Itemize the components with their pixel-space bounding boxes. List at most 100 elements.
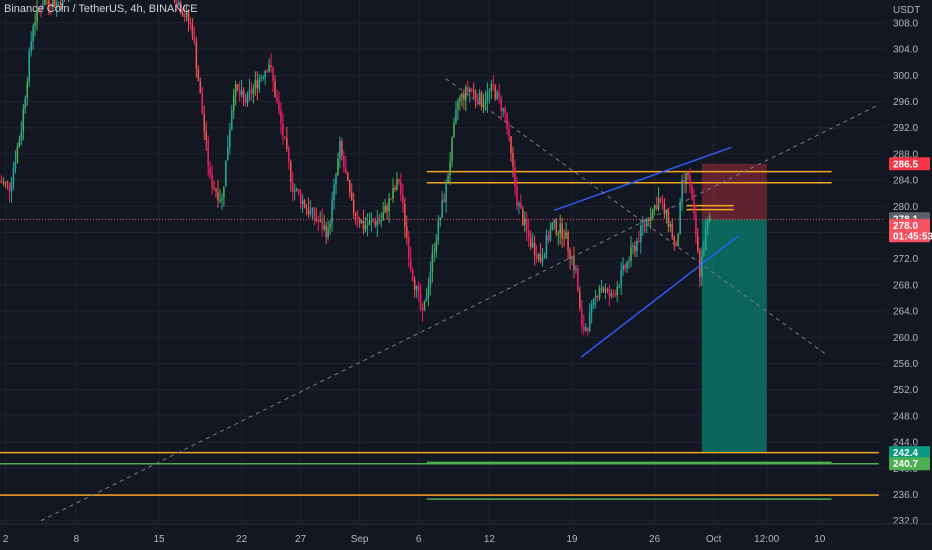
- candle-body: [685, 173, 687, 183]
- candle-body: [693, 198, 695, 214]
- candle-body: [618, 285, 620, 288]
- candle-body: [563, 238, 565, 240]
- candle-body: [642, 225, 644, 227]
- candle-body: [695, 213, 697, 237]
- candle-body: [10, 182, 13, 192]
- candle-body: [386, 205, 388, 212]
- candle-body: [193, 35, 196, 43]
- candle-body: [653, 205, 656, 209]
- candle-body: [441, 200, 443, 218]
- candle-body: [522, 208, 524, 225]
- candle-body: [211, 174, 213, 189]
- candle-body: [28, 51, 30, 82]
- candle-body: [289, 161, 292, 183]
- candle-body: [484, 101, 487, 104]
- candle-body: [207, 139, 209, 167]
- candle-body: [663, 203, 666, 215]
- candle-body: [598, 288, 601, 298]
- y-tick-label: 308.0: [893, 18, 918, 29]
- candle-body: [701, 256, 703, 277]
- y-tick-label: 256.0: [893, 359, 918, 370]
- candle-body: [683, 180, 685, 183]
- candle-body: [628, 260, 630, 262]
- candle-body: [421, 308, 424, 311]
- candle-body: [455, 109, 457, 123]
- candle-body: [494, 85, 497, 99]
- candle-body: [584, 327, 587, 331]
- candle-body: [238, 89, 241, 95]
- candle-body: [272, 67, 274, 82]
- position-target-zone: [701, 219, 767, 453]
- x-axis[interactable]: 2 8 15 22 27 Sep 6 12 19 26 Oct 12:00 10: [0, 523, 932, 550]
- y-tick-label: 280.0: [893, 202, 918, 213]
- candle-body: [205, 130, 207, 140]
- candle-body: [366, 224, 369, 226]
- candle-body: [498, 91, 501, 98]
- candle-body: [266, 71, 268, 73]
- candle-body: [533, 242, 536, 256]
- candle-body: [181, 12, 184, 16]
- candle-body: [392, 187, 394, 199]
- candle-body: [596, 295, 599, 298]
- candle-body: [476, 98, 479, 105]
- y-tick-label: 288.0: [893, 149, 918, 160]
- candle-body: [280, 111, 282, 124]
- trendlines[interactable]: [40, 78, 880, 522]
- candle-body: [262, 77, 265, 79]
- candle-body: [697, 236, 699, 251]
- candle-body: [468, 88, 471, 92]
- candle-body: [185, 12, 188, 17]
- candle-body: [449, 161, 451, 176]
- y-tick-label: 264.0: [893, 307, 918, 318]
- candle-body: [514, 167, 516, 187]
- candle-body: [213, 188, 215, 190]
- y-tick-label: 284.0: [893, 176, 918, 187]
- horizontal-levels[interactable]: [0, 170, 879, 500]
- candle-body: [270, 64, 272, 68]
- candle-body: [708, 215, 711, 222]
- candle-body: [299, 192, 302, 204]
- candle-body: [396, 179, 398, 190]
- candle-body: [411, 269, 414, 281]
- candle-body: [529, 238, 532, 247]
- candle-body: [561, 223, 563, 239]
- x-tick-label: 12: [484, 534, 496, 545]
- symbol-title[interactable]: Binance Coin / TetherUS, 4h, BINANCE: [4, 3, 198, 15]
- candle-body: [669, 224, 672, 227]
- x-tick-label: Oct: [706, 534, 722, 545]
- price-tag: [889, 218, 930, 232]
- candle-body: [435, 240, 438, 252]
- candle-body: [645, 218, 648, 226]
- candle-body: [57, 2, 60, 4]
- candle-body: [490, 84, 493, 91]
- candle-body: [594, 295, 597, 299]
- candle-body: [687, 173, 689, 176]
- candle-body: [665, 210, 668, 215]
- candle-body: [478, 92, 481, 105]
- candle-body: [453, 122, 455, 138]
- candle-body: [583, 325, 585, 331]
- candle-body: [704, 227, 707, 251]
- candle-body: [34, 21, 36, 27]
- y-tick-label: 232.0: [893, 516, 918, 527]
- short-position-tool[interactable]: [0, 163, 885, 453]
- candle-body: [425, 297, 428, 301]
- y-axis[interactable]: USDT232.0236.0240.0244.0248.0252.0256.02…: [885, 0, 932, 550]
- candle-body: [506, 113, 508, 130]
- candle-body: [234, 84, 237, 96]
- candle-body: [551, 222, 554, 230]
- candle-body: [61, 0, 64, 8]
- candle-body: [50, 4, 52, 7]
- candle-body: [504, 107, 506, 114]
- candle-body: [227, 147, 229, 161]
- candle-body: [223, 186, 225, 198]
- candle-body: [177, 2, 180, 6]
- x-tick-label: 19: [566, 534, 578, 545]
- candle-body: [376, 220, 379, 226]
- candle-body: [288, 148, 290, 162]
- candle-body: [12, 168, 15, 183]
- candle-body: [622, 264, 624, 271]
- price-tag: [889, 446, 930, 460]
- candle-body: [588, 312, 591, 332]
